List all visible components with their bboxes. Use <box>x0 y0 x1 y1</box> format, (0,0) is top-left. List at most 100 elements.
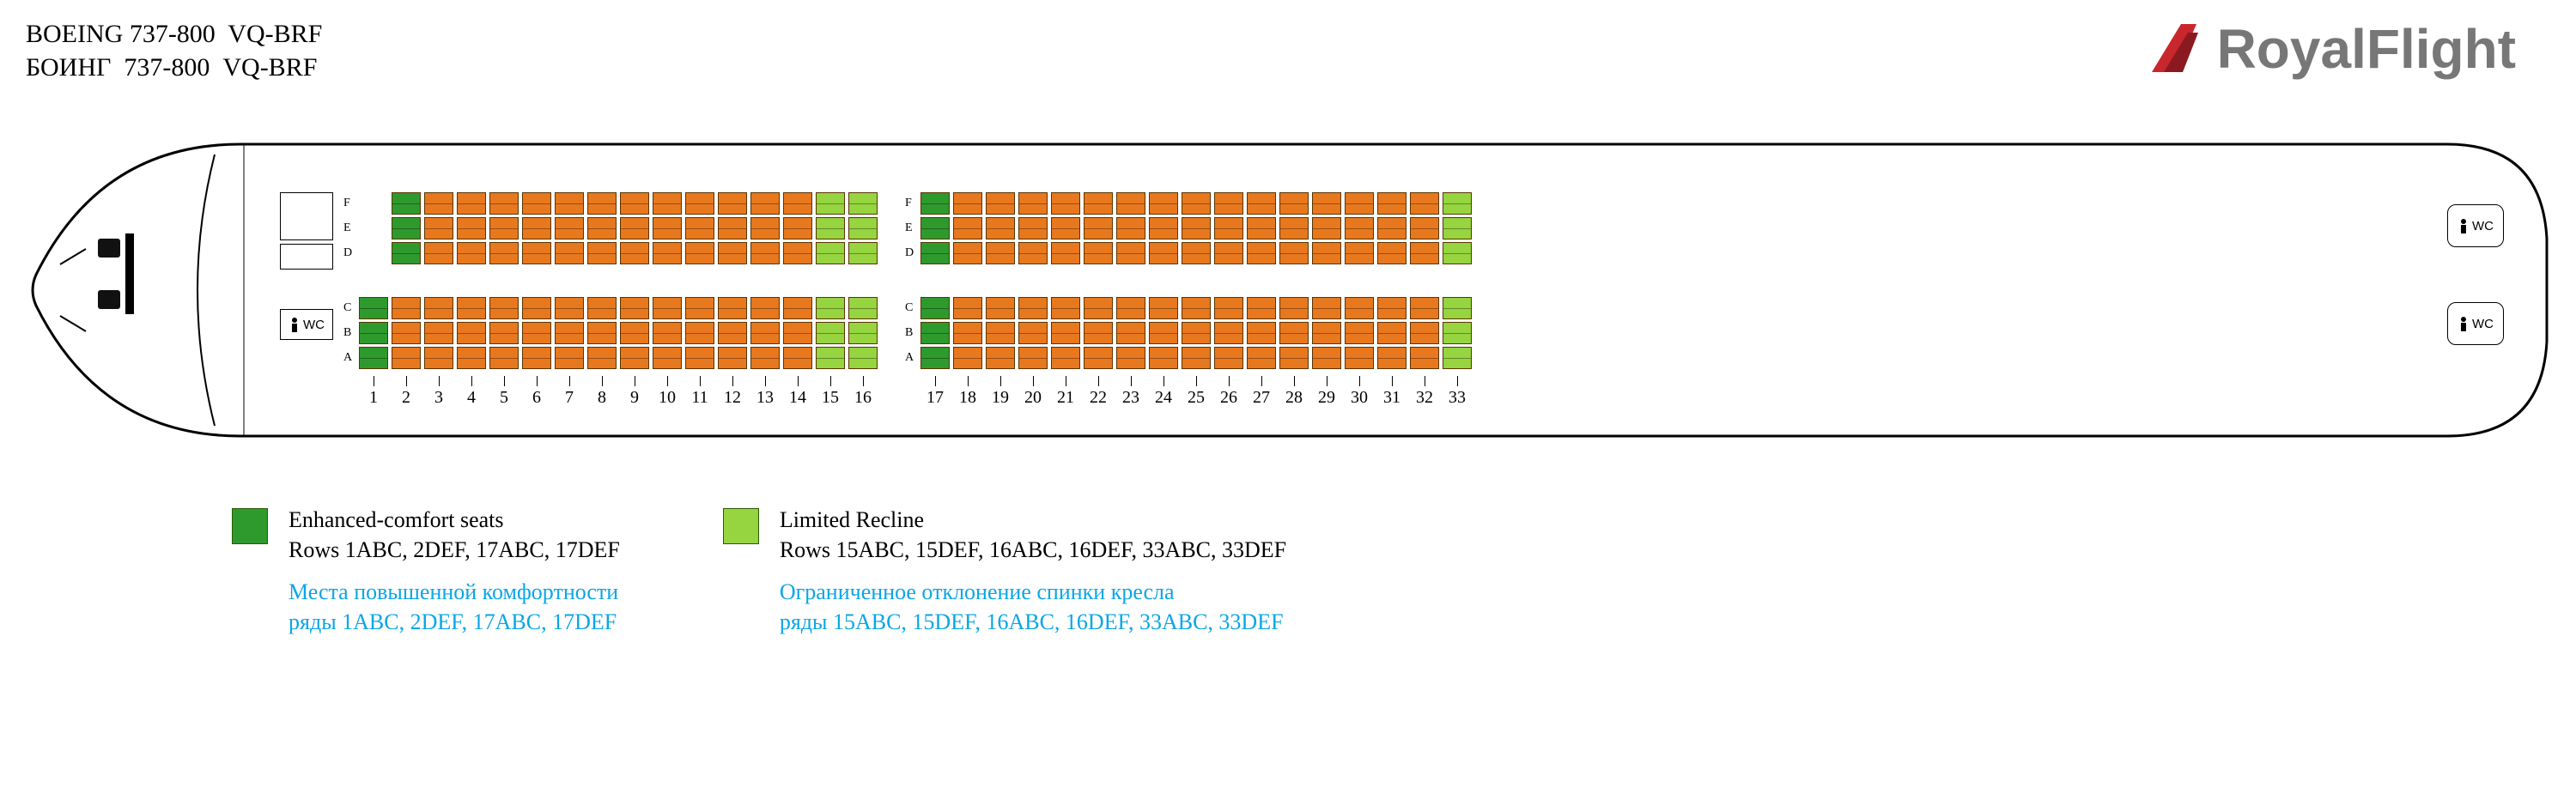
seat <box>783 217 812 239</box>
seat <box>522 217 551 239</box>
seat <box>457 347 486 369</box>
seat <box>1443 322 1472 344</box>
seat <box>1279 347 1309 369</box>
seat <box>587 347 617 369</box>
seat <box>1018 192 1048 215</box>
seat <box>424 347 453 369</box>
seat <box>489 217 519 239</box>
seat <box>848 242 878 264</box>
seat <box>522 242 551 264</box>
seat <box>555 322 584 344</box>
row-number: 22 <box>1090 388 1107 408</box>
row-number: 8 <box>598 388 606 408</box>
seat <box>1345 242 1374 264</box>
seat <box>1377 217 1406 239</box>
seat <box>685 322 714 344</box>
seat <box>783 242 812 264</box>
seat <box>1312 242 1341 264</box>
seat <box>1116 217 1145 239</box>
seat <box>392 297 421 319</box>
seat <box>653 322 682 344</box>
seat <box>1410 297 1439 319</box>
seat <box>1345 297 1374 319</box>
seat <box>1312 322 1341 344</box>
seat <box>783 322 812 344</box>
seat <box>750 242 780 264</box>
seat <box>457 322 486 344</box>
seat <box>1214 192 1243 215</box>
seat <box>986 192 1015 215</box>
seat <box>1182 192 1211 215</box>
seat <box>424 242 453 264</box>
seat <box>1182 297 1211 319</box>
seat <box>750 297 780 319</box>
seat <box>1279 242 1309 264</box>
legend-swatch-limited <box>723 508 759 544</box>
seat <box>555 192 584 215</box>
seat <box>587 217 617 239</box>
seat <box>920 297 950 319</box>
seat <box>953 217 982 239</box>
seat <box>1279 322 1309 344</box>
seat <box>986 242 1015 264</box>
seat <box>489 347 519 369</box>
seat <box>816 192 845 215</box>
seat <box>1182 347 1211 369</box>
seat <box>750 322 780 344</box>
seat <box>718 297 747 319</box>
seat <box>1345 322 1374 344</box>
seat <box>392 192 421 215</box>
seat <box>1312 217 1341 239</box>
seat <box>920 322 950 344</box>
seat <box>685 242 714 264</box>
seat <box>718 347 747 369</box>
seat <box>1051 347 1080 369</box>
seat <box>1084 297 1113 319</box>
seat <box>986 347 1015 369</box>
seat <box>1214 217 1243 239</box>
seat <box>1182 322 1211 344</box>
seat <box>555 297 584 319</box>
fuselage-outline <box>26 118 2550 462</box>
seat <box>1149 297 1178 319</box>
seat <box>750 192 780 215</box>
seat <box>1410 322 1439 344</box>
seat <box>848 347 878 369</box>
seat <box>587 192 617 215</box>
row-number: 25 <box>1188 388 1205 408</box>
row-letter: C <box>343 301 351 315</box>
seat <box>653 347 682 369</box>
seat <box>522 297 551 319</box>
seat <box>750 347 780 369</box>
seat <box>1345 217 1374 239</box>
row-number: 21 <box>1057 388 1074 408</box>
seat <box>920 242 950 264</box>
row-number: 17 <box>927 388 944 408</box>
seat <box>1084 217 1113 239</box>
legend: Enhanced-comfort seatsRows 1ABC, 2DEF, 1… <box>232 505 2550 637</box>
row-number: 24 <box>1155 388 1172 408</box>
row-number: 4 <box>467 388 476 408</box>
seat <box>620 347 649 369</box>
seat <box>1410 192 1439 215</box>
seat <box>620 217 649 239</box>
seat <box>1051 242 1080 264</box>
seat <box>685 192 714 215</box>
seat <box>718 322 747 344</box>
seat <box>816 297 845 319</box>
seat <box>1214 297 1243 319</box>
seat <box>953 322 982 344</box>
seat <box>848 322 878 344</box>
seat <box>920 192 950 215</box>
brand-name: RoyalFlight <box>2217 17 2516 81</box>
seat <box>653 242 682 264</box>
seat <box>1377 297 1406 319</box>
seat <box>1443 347 1472 369</box>
seat <box>1247 297 1276 319</box>
seat <box>1312 297 1341 319</box>
seat <box>1018 322 1048 344</box>
seat <box>1345 347 1374 369</box>
row-number: 5 <box>500 388 508 408</box>
seat <box>1214 242 1243 264</box>
seat <box>1279 192 1309 215</box>
